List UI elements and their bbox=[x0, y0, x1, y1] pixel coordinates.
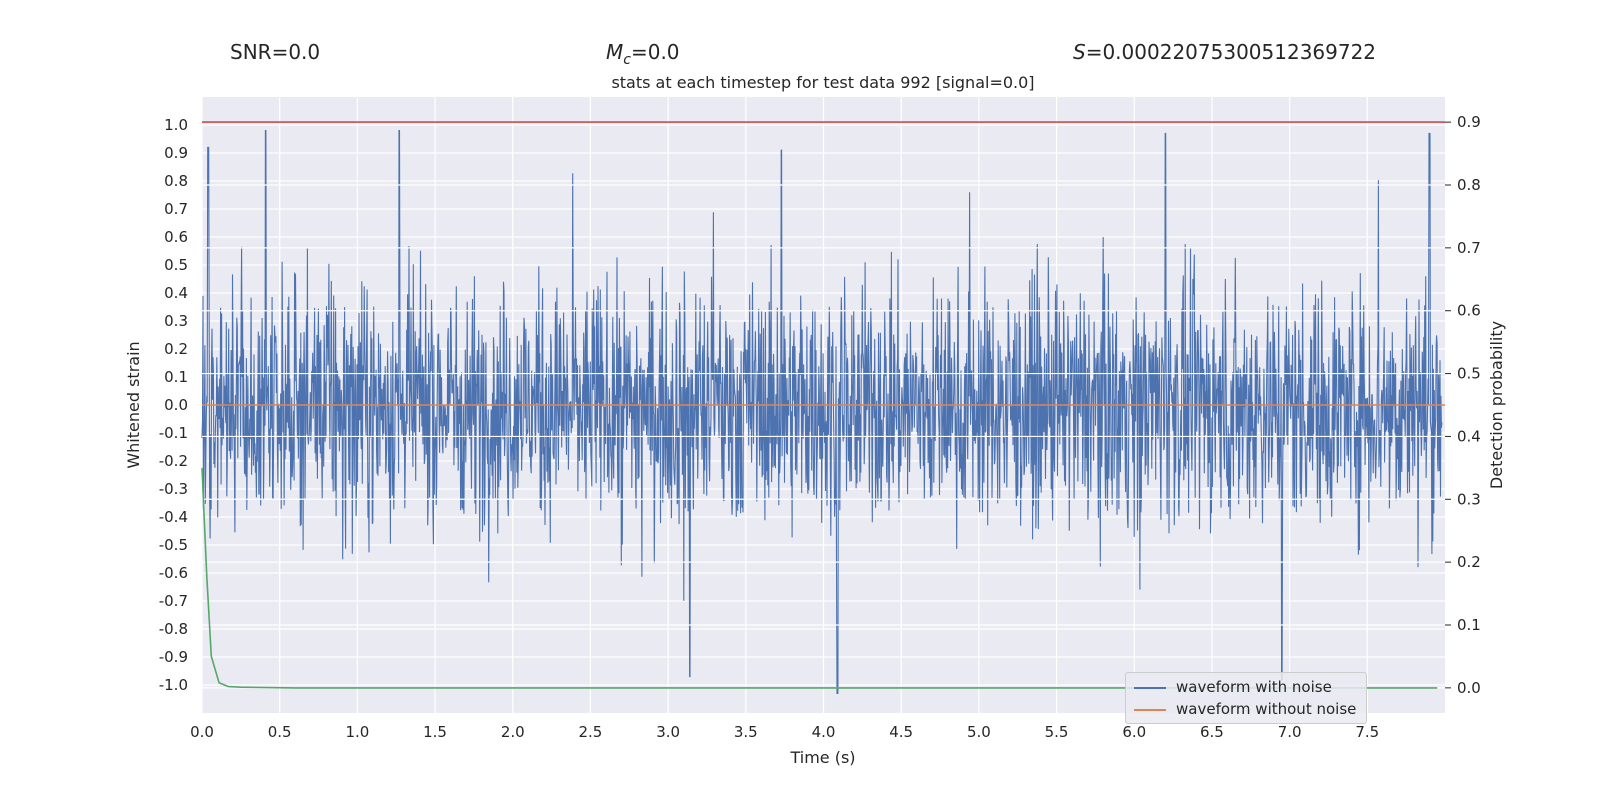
y2-tick-label: 0.8 bbox=[1457, 176, 1481, 194]
y-tick-label: -0.5 bbox=[159, 536, 188, 554]
y2-tick-label: 0.2 bbox=[1457, 553, 1481, 571]
x-tick-label: 3.5 bbox=[734, 723, 758, 741]
legend-swatch-noise bbox=[1134, 686, 1166, 689]
y2-tick-label: 0.3 bbox=[1457, 490, 1481, 508]
y-tick-label: -0.7 bbox=[159, 592, 188, 610]
x-tick-label: 7.0 bbox=[1278, 723, 1302, 741]
chirp-mass-symbol: M bbox=[606, 40, 624, 64]
legend-item-noise: waveform with noise bbox=[1134, 676, 1332, 698]
x-tick-label: 0.5 bbox=[268, 723, 292, 741]
y-tick-label: 0.9 bbox=[164, 144, 188, 162]
x-tick-label: 5.5 bbox=[1045, 723, 1069, 741]
x-axis-label: Time (s) bbox=[789, 748, 855, 767]
legend-item-clean: waveform without noise bbox=[1134, 698, 1356, 720]
chart-title: stats at each timestep for test data 992… bbox=[611, 73, 1034, 92]
legend-swatch-clean bbox=[1134, 708, 1166, 711]
y-tick-label: 0.3 bbox=[164, 312, 188, 330]
snr-stat: SNR=0.0 bbox=[230, 40, 320, 64]
x-tick-label: 2.5 bbox=[579, 723, 603, 741]
y-tick-label: -0.3 bbox=[159, 480, 188, 498]
y-tick-label: 0.7 bbox=[164, 200, 188, 218]
y-tick-label: -0.8 bbox=[159, 620, 188, 638]
y-tick-label: -1.0 bbox=[159, 676, 188, 694]
y2-tick-label: 0.0 bbox=[1457, 679, 1481, 697]
y-tick-label: -0.2 bbox=[159, 452, 188, 470]
y-tick-label: 0.6 bbox=[164, 228, 188, 246]
snr-value: =0.0 bbox=[271, 40, 321, 64]
s-symbol: S bbox=[1073, 40, 1086, 64]
x-tick-label: 6.0 bbox=[1122, 723, 1146, 741]
x-tick-label: 1.5 bbox=[423, 723, 447, 741]
snr-label: SNR bbox=[230, 40, 272, 64]
legend-label-noise: waveform with noise bbox=[1176, 678, 1332, 696]
chirp-mass-subscript: c bbox=[623, 52, 631, 68]
legend: waveform with noise waveform without noi… bbox=[1125, 672, 1367, 724]
y2-tick-label: 0.7 bbox=[1457, 239, 1481, 257]
y2-tick-label: 0.9 bbox=[1457, 113, 1481, 131]
x-tick-label: 3.0 bbox=[656, 723, 680, 741]
tick-labels: 0.0 0.5 1.0 1.5 2.0 2.5 3.0 3.5 4.0 4.5 5.0 5.5 6.0 6… bbox=[159, 113, 1481, 741]
y-tick-label: 0.8 bbox=[164, 172, 188, 190]
y-tick-label: 0.2 bbox=[164, 340, 188, 358]
x-tick-label: 7.5 bbox=[1355, 723, 1379, 741]
y2-tick-label: 0.4 bbox=[1457, 427, 1481, 445]
s-stat: S=0.00022075300512369722 bbox=[1073, 40, 1376, 64]
noise-waveform bbox=[201, 130, 1443, 694]
y-tick-label: 0.0 bbox=[164, 396, 188, 414]
detection-probability-line bbox=[201, 467, 1438, 689]
x-tick-label: 4.5 bbox=[889, 723, 913, 741]
y-tick-label: -0.1 bbox=[159, 424, 188, 442]
x-tick-label: 1.0 bbox=[345, 723, 369, 741]
noise-waveform-line bbox=[201, 130, 1443, 694]
y-tick-label: -0.4 bbox=[159, 508, 188, 526]
y-tick-label: 0.5 bbox=[164, 256, 188, 274]
x-tick-label: 2.0 bbox=[501, 723, 525, 741]
x-tick-label: 6.5 bbox=[1200, 723, 1224, 741]
x-tick-label: 5.0 bbox=[967, 723, 991, 741]
chirp-mass-value: =0.0 bbox=[630, 40, 680, 64]
y2-tick-label: 0.5 bbox=[1457, 365, 1481, 383]
x-tick-label: 4.0 bbox=[812, 723, 836, 741]
y-tick-label: -0.9 bbox=[159, 648, 188, 666]
y2-axis-label: Detection probability bbox=[1487, 321, 1506, 489]
y-tick-label: 1.0 bbox=[164, 116, 188, 134]
x-tick-label: 0.0 bbox=[190, 723, 214, 741]
y2-tick-label: 0.6 bbox=[1457, 302, 1481, 320]
y2-tick-label: 0.1 bbox=[1457, 616, 1481, 634]
chirp-mass-stat: Mc=0.0 bbox=[606, 40, 680, 68]
y-tick-label: 0.1 bbox=[164, 368, 188, 386]
y-tick-label: 0.4 bbox=[164, 284, 188, 302]
legend-label-clean: waveform without noise bbox=[1176, 700, 1357, 718]
s-value: =0.00022075300512369722 bbox=[1085, 40, 1377, 64]
y-tick-label: -0.6 bbox=[159, 564, 188, 582]
y-axis-label: Whitened strain bbox=[124, 341, 143, 468]
